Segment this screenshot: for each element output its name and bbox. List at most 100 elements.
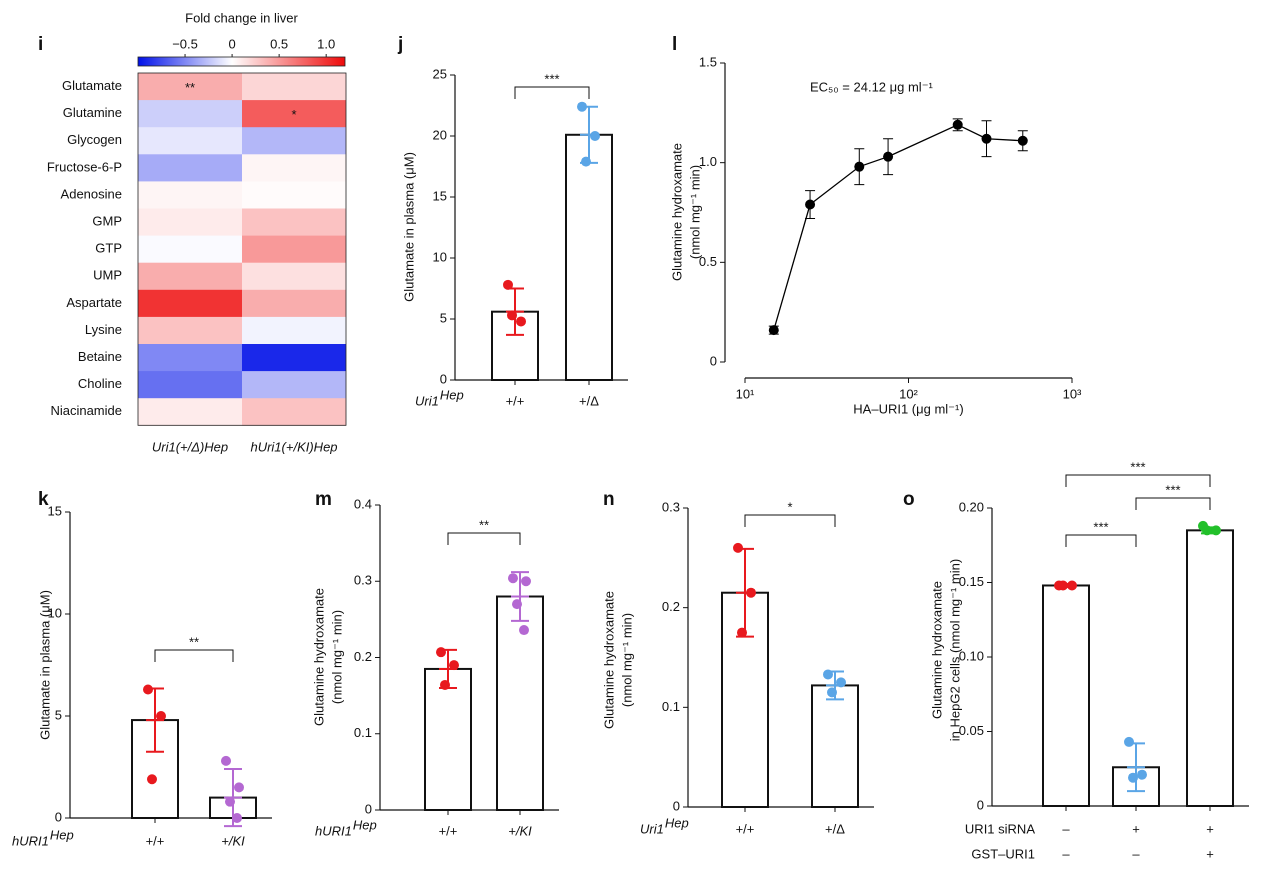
- error-bar: [511, 571, 529, 622]
- x-tick-label: +/+: [736, 821, 755, 836]
- treatment-level: +: [1206, 846, 1214, 861]
- significance-label: *: [787, 499, 792, 514]
- panel-letter: n: [603, 489, 615, 510]
- data-point: [521, 576, 531, 587]
- data-point: [221, 755, 231, 766]
- heatmap-cell: [242, 316, 346, 345]
- group-label: Uri1: [640, 821, 664, 836]
- heatmap-cell: [138, 235, 242, 264]
- heatmap-cell: [242, 100, 346, 128]
- heatmap-cell: [242, 398, 346, 426]
- column-label: Uri1(+/Δ)Hep: [152, 439, 228, 454]
- significance-label: ***: [1130, 459, 1145, 474]
- row-label: Adenosine: [61, 186, 122, 201]
- panel-letter: l: [672, 34, 677, 55]
- data-point: [143, 684, 153, 695]
- x-tick-label: +/+: [506, 393, 525, 408]
- y-axis-label: (nmol mg⁻¹ min): [687, 165, 702, 259]
- x-tick-label: +/+: [439, 823, 458, 838]
- significance-label: *: [291, 107, 296, 122]
- significance-bracket: [447, 532, 521, 545]
- colorbar-label: Fold change in liver: [185, 10, 298, 25]
- y-tick-label: 0: [440, 371, 447, 386]
- significance-bracket: [1065, 474, 1211, 487]
- significance-bracket: [1135, 497, 1211, 510]
- error-bar: [1201, 526, 1219, 535]
- y-tick-label: 0.1: [354, 725, 372, 740]
- heatmap-cell: [138, 100, 242, 128]
- heatmap-cell: [242, 262, 346, 291]
- heatmap-cell: [242, 371, 346, 399]
- significance-bracket: [744, 514, 836, 527]
- heatmap-cell: [138, 371, 242, 399]
- row-label: GMP: [92, 213, 122, 228]
- y-axis-label: Glutamine hydroxamate: [929, 581, 944, 719]
- heatmap-cell: [242, 181, 346, 209]
- group-label: Uri1: [415, 393, 439, 408]
- heatmap-cell: [242, 208, 346, 237]
- significance-bracket: [514, 86, 590, 99]
- bar: [1042, 584, 1090, 807]
- y-tick-label: 0.05: [959, 723, 984, 738]
- error-bar: [826, 670, 844, 701]
- data-point: [590, 131, 600, 141]
- y-tick-label: 0.20: [959, 499, 984, 514]
- treatment-level: –: [1062, 846, 1070, 861]
- y-axis-label: (nmol mg⁻¹ min): [619, 613, 634, 707]
- annotation: EC₅₀ = 24.12 μg ml⁻¹: [810, 79, 934, 94]
- y-tick-label: 0.4: [354, 496, 372, 511]
- y-tick-label: 0: [977, 797, 984, 812]
- row-label: Lysine: [85, 322, 122, 337]
- data-point: [449, 660, 459, 671]
- data-line: [773, 124, 1023, 331]
- x-tick-label: 10¹: [736, 386, 755, 401]
- y-tick-label: 1.5: [699, 54, 717, 69]
- data-point: [805, 199, 816, 210]
- treatment-level: –: [1132, 846, 1140, 861]
- data-point: [981, 133, 992, 144]
- x-tick-label: +/KI: [221, 833, 245, 848]
- y-tick-label: 0.15: [959, 574, 984, 589]
- bar: [565, 133, 613, 381]
- y-tick-label: 0.2: [662, 599, 680, 614]
- x-tick-label: +/KI: [508, 823, 532, 838]
- row-label: Fructose-6-P: [47, 159, 122, 174]
- y-axis-label: Glutamine hydroxamate: [669, 143, 684, 281]
- error-bar: [439, 648, 457, 689]
- data-point: [234, 782, 244, 793]
- y-tick-label: 0: [710, 353, 717, 368]
- colorbar-tick-label: 0.5: [270, 36, 288, 51]
- heatmap-cell: [138, 289, 242, 318]
- treatment-level: –: [1062, 821, 1070, 836]
- column-label: hUri1(+/KI)Hep: [250, 439, 337, 454]
- y-tick-label: 0.2: [354, 649, 372, 664]
- error-bar: [1057, 582, 1075, 588]
- significance-label: **: [189, 634, 199, 649]
- y-tick-label: 0: [55, 809, 62, 824]
- data-point: [156, 711, 166, 721]
- y-tick-label: 1.0: [699, 154, 717, 169]
- y-tick-label: 15: [433, 188, 447, 203]
- data-point: [1124, 736, 1134, 747]
- data-point: [519, 625, 529, 636]
- significance-bracket: [1065, 534, 1137, 547]
- data-point: [854, 161, 865, 172]
- error-bar: [580, 105, 598, 164]
- y-tick-label: 25: [433, 66, 447, 81]
- error-bar: [736, 547, 754, 638]
- group-label: hURI1: [315, 823, 352, 838]
- heatmap-cell: [138, 316, 242, 345]
- x-axis-label: HA–URI1 (μg ml⁻¹): [853, 401, 963, 416]
- group-label-sup: Hep: [353, 817, 377, 832]
- significance-label: ***: [1165, 482, 1180, 497]
- bar: [1186, 529, 1234, 807]
- data-point: [952, 119, 963, 130]
- panel-letter: k: [38, 489, 49, 510]
- treatment-label: URI1 siRNA: [965, 821, 1035, 836]
- row-label: Glutamate: [62, 78, 122, 93]
- data-point: [516, 316, 526, 327]
- y-tick-label: 0.5: [699, 254, 717, 269]
- colorbar-tick-label: −0.5: [172, 36, 198, 51]
- panel-letter: m: [315, 489, 332, 510]
